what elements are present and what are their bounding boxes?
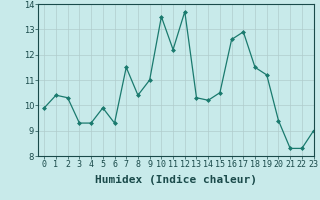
- X-axis label: Humidex (Indice chaleur): Humidex (Indice chaleur): [95, 175, 257, 185]
